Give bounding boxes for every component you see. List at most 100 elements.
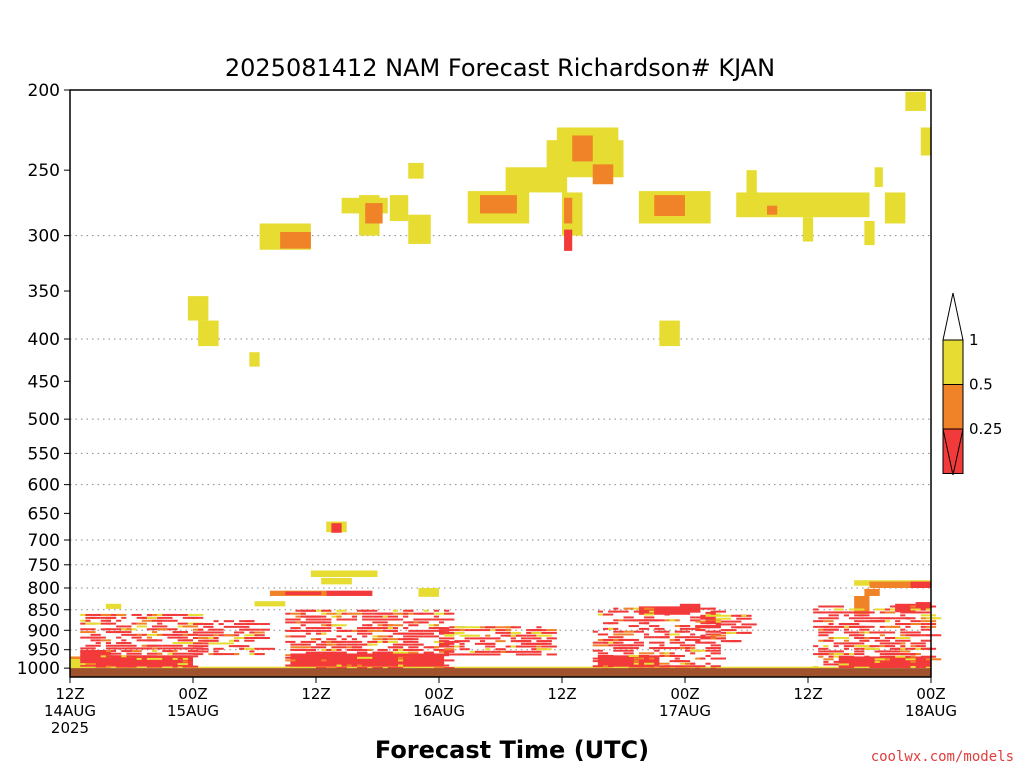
rich-noise-3 xyxy=(444,634,455,637)
rich-noise-6 xyxy=(823,620,834,623)
rich-noise-4 xyxy=(592,641,609,644)
rich-noise-0 xyxy=(116,613,127,616)
rich-noise-6 xyxy=(838,663,849,666)
rich-noise-0 xyxy=(187,613,204,616)
rich-noise-6 xyxy=(854,653,865,656)
rich-noise-2 xyxy=(346,612,363,615)
rich-noise-6 xyxy=(900,634,906,637)
rich-noise-2 xyxy=(290,654,296,657)
rich-noise-6 xyxy=(859,645,875,648)
rich-noise-2 xyxy=(433,624,439,627)
rich-noise-4 xyxy=(710,649,721,652)
rich-noise-0 xyxy=(187,625,193,628)
rich-noise-1 xyxy=(234,631,240,634)
y-tick-label-700: 700 xyxy=(28,531,60,551)
rich-noise-0 xyxy=(146,613,152,616)
rich-noise-2 xyxy=(439,664,445,667)
rich-noise-3 xyxy=(536,645,542,648)
rich-noise-4 xyxy=(679,610,685,613)
rich-noise-2 xyxy=(423,635,439,638)
rich-noise-1 xyxy=(244,634,260,637)
rich-noise-4 xyxy=(597,610,603,613)
rich-noise-4 xyxy=(674,638,680,641)
rich-noise-4 xyxy=(705,662,711,665)
rich-noise-2 xyxy=(341,638,347,641)
y-tick-label-350: 350 xyxy=(28,282,60,302)
rich-noise-0 xyxy=(177,663,193,666)
rich-noise-0 xyxy=(90,616,101,619)
rich-noise-2 xyxy=(377,612,393,615)
rich-noise-6 xyxy=(915,653,921,656)
rich-noise-0 xyxy=(177,636,183,639)
rich-noise-6 xyxy=(843,639,849,642)
rich-noise-2 xyxy=(305,656,322,659)
rich-noise-2 xyxy=(316,638,322,641)
rich-noise-4 xyxy=(592,630,598,633)
rich-noise-1 xyxy=(203,625,214,628)
rich-noise-2 xyxy=(300,612,306,615)
rich-noise-2 xyxy=(310,627,327,630)
rich-noise-6 xyxy=(833,642,839,645)
rich-noise-5 xyxy=(731,640,742,643)
rich-noise-2 xyxy=(403,627,409,630)
rich-noise-0 xyxy=(105,642,111,645)
rich-noise-6 xyxy=(905,658,916,661)
x-tick-label-60: 00Z xyxy=(670,685,699,703)
rich-noise-0 xyxy=(126,655,142,658)
rich-noise-6 xyxy=(833,637,849,640)
rich-cell-32 xyxy=(659,320,680,347)
rich-noise-2 xyxy=(326,627,332,630)
rich-noise-4 xyxy=(608,665,614,668)
rich-noise-2 xyxy=(300,640,316,643)
rich-noise-6 xyxy=(854,637,860,640)
rich-noise-4 xyxy=(654,627,665,630)
rich-noise-4 xyxy=(700,636,716,639)
rich-noise-4 xyxy=(679,627,691,630)
rich-noise-4 xyxy=(705,633,721,636)
rich-noise-4 xyxy=(669,619,675,622)
rich-noise-0 xyxy=(162,647,178,650)
rich-noise-4 xyxy=(669,641,685,644)
rich-noise-2 xyxy=(336,612,342,615)
rich-noise-1 xyxy=(193,645,209,648)
rich-noise-6 xyxy=(879,634,885,637)
rich-noise-6 xyxy=(838,623,855,626)
rich-noise-6 xyxy=(920,655,937,658)
rich-noise-1 xyxy=(208,631,224,634)
rich-noise-3 xyxy=(541,645,557,648)
rich-noise-2 xyxy=(351,618,357,621)
y-tick-label-650: 650 xyxy=(28,504,60,524)
rich-noise-4 xyxy=(700,657,706,660)
rich-noise-2 xyxy=(305,651,311,654)
rich-noise-2 xyxy=(439,648,445,651)
rich-noise-2 xyxy=(377,667,383,670)
rich-noise-0 xyxy=(157,613,163,616)
rich-noise-1 xyxy=(244,628,260,631)
rich-noise-1 xyxy=(198,634,214,637)
rich-noise-5 xyxy=(736,617,752,620)
rich-noise-6 xyxy=(925,608,931,611)
rich-noise-3 xyxy=(515,634,521,637)
rich-noise-4 xyxy=(608,644,614,647)
rich-noise-6 xyxy=(900,650,911,653)
rich-noise-0 xyxy=(177,622,188,625)
rich-noise-3 xyxy=(531,637,542,640)
rich-noise-2 xyxy=(362,615,373,618)
rich-cell-1 xyxy=(389,195,409,221)
rich-noise-0 xyxy=(157,622,163,625)
rich-noise-4 xyxy=(613,660,619,663)
rich-noise-3 xyxy=(490,626,496,629)
rich-noise-5 xyxy=(741,614,747,617)
rich-cell-25 xyxy=(884,192,906,224)
rich-noise-0 xyxy=(85,663,96,666)
rich-noise-3 xyxy=(459,629,465,632)
rich-noise-6 xyxy=(925,611,931,614)
rich-noise-4 xyxy=(628,654,639,657)
rich-noise-1 xyxy=(218,642,234,645)
rich-noise-4 xyxy=(623,662,629,665)
rich-noise-2 xyxy=(398,659,404,662)
rich-noise-3 xyxy=(439,653,450,656)
x-tick-label-72: 12Z xyxy=(793,685,822,703)
rich-noise-0 xyxy=(187,665,199,668)
rich-noise-2 xyxy=(357,664,363,667)
